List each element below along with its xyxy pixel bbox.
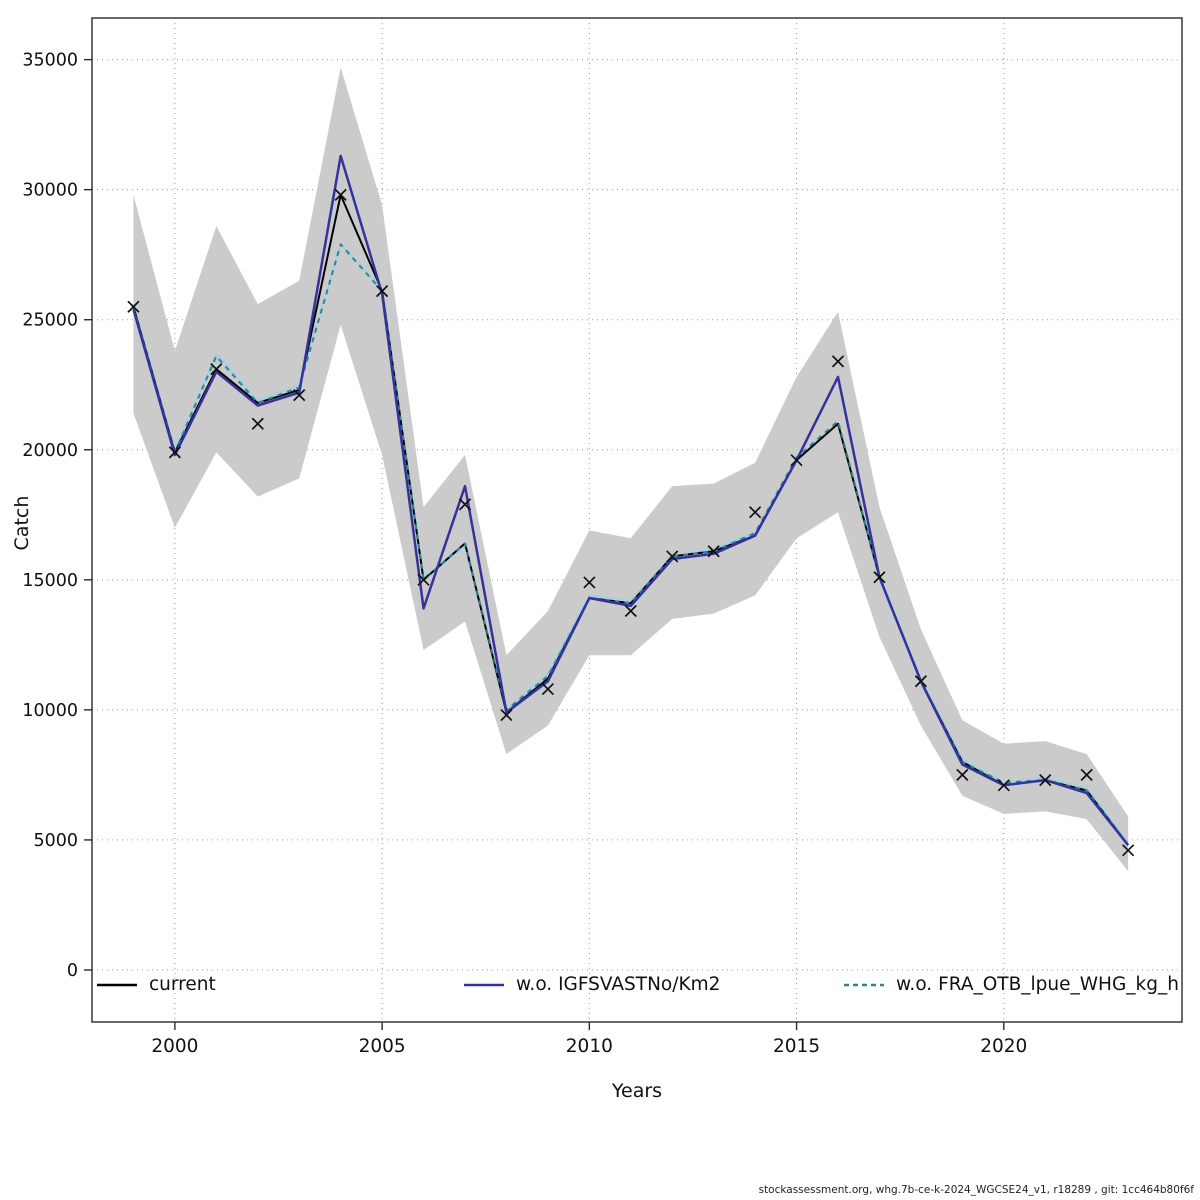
footer-provenance-text: stockassessment.org, whg.7b-ce-k-2024_WG… [758,1184,1194,1196]
svg-text:2020: 2020 [980,1036,1027,1057]
legend-item-wo-fra: w.o. FRA_OTB_lpue_WHG_kg_h [842,974,1179,995]
svg-text:15000: 15000 [22,571,78,591]
svg-text:30000: 30000 [22,181,78,201]
legend-swatch-wo-fra [844,983,884,986]
y-axis-title: Catch [11,495,33,551]
svg-text:5000: 5000 [33,831,78,851]
svg-text:2010: 2010 [566,1036,613,1057]
legend-label-wo-igfs: w.o. IGFSVASTNo/Km2 [516,974,721,995]
svg-text:0: 0 [67,961,78,981]
svg-text:10000: 10000 [22,701,78,721]
svg-text:2015: 2015 [773,1036,820,1057]
legend-swatch-current [97,983,137,986]
svg-text:20000: 20000 [22,441,78,461]
svg-text:2000: 2000 [151,1036,198,1057]
x-axis-title: Years [611,1080,663,1102]
legend-label-current: current [149,974,216,995]
legend-label-wo-fra: w.o. FRA_OTB_lpue_WHG_kg_h [896,974,1179,995]
legend-swatch-wo-igfs [464,983,504,986]
svg-text:35000: 35000 [22,51,78,71]
legend-item-current: current [95,974,216,995]
svg-text:25000: 25000 [22,311,78,331]
legend-item-wo-igfs: w.o. IGFSVASTNo/Km2 [462,974,720,995]
svg-text:2005: 2005 [359,1036,406,1057]
